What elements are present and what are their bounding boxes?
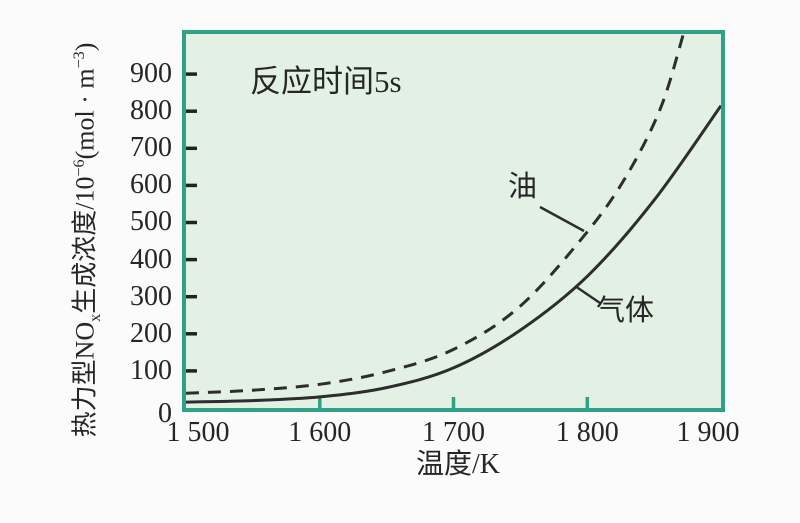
x-tick-label: 1 900 <box>676 417 740 448</box>
gas-curve-label: 气体 <box>596 295 655 327</box>
y-tick-label: 300 <box>130 280 172 312</box>
y-tick-label: 400 <box>130 243 172 275</box>
x-tick-label: 1 700 <box>422 417 485 448</box>
x-axis-title: 温度/K <box>416 449 501 480</box>
x-tick-label: 1 800 <box>555 417 619 448</box>
oil-curve <box>186 34 685 395</box>
gas-leader-line <box>574 284 601 305</box>
x-tick-label: 1 500 <box>166 417 230 448</box>
chart-svg <box>186 34 721 408</box>
y-tick-label: 600 <box>130 169 172 201</box>
y-tick-label: 0 <box>158 398 172 429</box>
oil-leader-line <box>539 205 585 233</box>
y-axis-title-segment: ) <box>70 42 100 52</box>
y-tick-label: 900 <box>130 58 172 90</box>
y-axis-title-segment: −6 <box>71 159 88 177</box>
y-tick-label: 700 <box>130 132 172 164</box>
y-tick-label: 200 <box>130 317 172 349</box>
x-tick-label: 1 600 <box>288 417 352 448</box>
y-tick-label: 100 <box>130 354 172 386</box>
gas-curve <box>186 104 721 404</box>
y-tick-label: 500 <box>130 206 172 238</box>
oil-curve-label: 油 <box>508 171 538 203</box>
reaction-time-annotation: 反应时间5s <box>250 64 402 99</box>
y-tick-label: 800 <box>130 95 172 127</box>
plot-area: 反应时间5s 油气体 <box>182 30 725 412</box>
y-axis-title-segment: −3 <box>71 51 88 69</box>
